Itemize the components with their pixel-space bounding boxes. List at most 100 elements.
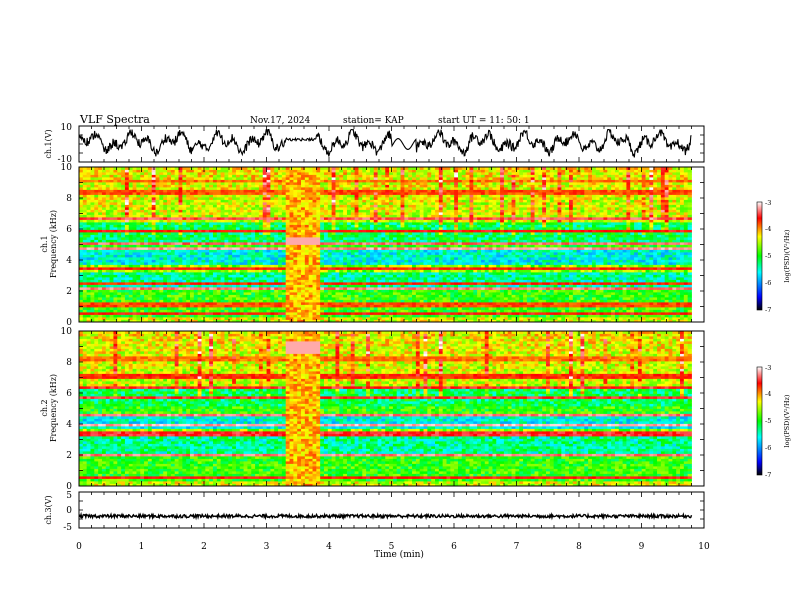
spectrogram-cell bbox=[128, 277, 133, 280]
spectrogram-cell bbox=[170, 232, 176, 235]
spectrogram-cell bbox=[197, 182, 202, 185]
spectrogram-cell bbox=[377, 287, 382, 290]
spectrogram-cell bbox=[301, 169, 306, 173]
spectrogram-cell bbox=[124, 167, 130, 170]
spectrogram-cell bbox=[304, 242, 310, 245]
spectrogram-cell bbox=[144, 184, 149, 188]
spectrogram-cell bbox=[289, 287, 294, 290]
spectrogram-cell bbox=[297, 189, 302, 193]
spectrogram-cell bbox=[212, 304, 218, 308]
spectrogram-cell bbox=[289, 222, 294, 225]
spectrogram-cell bbox=[178, 229, 183, 233]
spectrogram-cell bbox=[228, 319, 233, 323]
spectrogram-cell bbox=[320, 307, 325, 310]
spectrogram-cell bbox=[98, 169, 103, 173]
spectrogram-cell bbox=[369, 252, 375, 255]
spectrogram-cell bbox=[86, 269, 91, 273]
spectrogram-cell bbox=[308, 257, 313, 260]
spectrogram-cell bbox=[90, 202, 95, 205]
spectrogram-cell bbox=[354, 177, 359, 180]
spectrogram-cell bbox=[331, 167, 336, 170]
spectrogram-cell bbox=[140, 172, 145, 175]
spectrogram-cell bbox=[113, 247, 118, 250]
spectrogram-cell bbox=[82, 272, 88, 275]
spectrogram-cell bbox=[109, 264, 114, 268]
spectrogram-cell bbox=[98, 314, 103, 318]
spectrogram-cell bbox=[86, 262, 91, 265]
spectrogram-cell bbox=[228, 174, 233, 178]
spectrogram-cell bbox=[281, 209, 287, 213]
spectrogram-cell bbox=[343, 284, 348, 288]
spectrogram-cell bbox=[308, 249, 313, 253]
spectrogram-cell bbox=[136, 204, 141, 208]
spectrogram-cell bbox=[216, 227, 222, 230]
spectrogram-cell bbox=[304, 187, 310, 190]
spectrogram-cell bbox=[220, 199, 225, 203]
spectrogram-cell bbox=[147, 182, 153, 185]
spectrogram-cell bbox=[86, 187, 91, 190]
spectrogram-cell bbox=[216, 189, 222, 193]
spectrogram-cell bbox=[262, 282, 267, 285]
spectrogram-cell bbox=[212, 187, 218, 190]
spectrogram-cell bbox=[147, 282, 153, 285]
spectrogram-cell bbox=[297, 244, 302, 248]
spectrogram-cell bbox=[301, 304, 306, 308]
spectrogram-cell bbox=[373, 272, 378, 275]
spectrogram-cell bbox=[90, 254, 95, 258]
spectrogram-cell bbox=[193, 254, 199, 258]
spectrogram-cell bbox=[274, 254, 279, 258]
spectrogram-cell bbox=[239, 197, 245, 200]
spectrogram-cell bbox=[324, 307, 329, 310]
spectrogram-cell bbox=[170, 307, 176, 310]
spectrogram-cell bbox=[98, 257, 103, 260]
spectrogram-cell bbox=[270, 282, 275, 285]
spectrogram-cell bbox=[113, 197, 118, 200]
spectrogram-cell bbox=[86, 274, 91, 278]
spectrogram-cell bbox=[366, 317, 371, 320]
spectrogram-cell bbox=[212, 299, 218, 303]
spectrogram-cell bbox=[193, 239, 199, 243]
spectrogram-cell bbox=[132, 314, 137, 318]
spectrogram-cell bbox=[289, 302, 294, 305]
spectrogram-cell bbox=[331, 209, 336, 213]
spectrogram-cell bbox=[124, 284, 130, 288]
spectrogram-cell bbox=[293, 277, 298, 280]
spectrogram-cell bbox=[366, 247, 371, 250]
spectrogram-cell bbox=[239, 199, 245, 203]
spectrogram-cell bbox=[151, 244, 156, 248]
spectrogram-cell bbox=[358, 247, 363, 250]
spectrogram-cell bbox=[331, 182, 336, 185]
spectrogram-cell bbox=[350, 252, 356, 255]
spectrogram-cell bbox=[285, 204, 290, 208]
spectrogram-cell bbox=[262, 182, 267, 185]
spectrogram-cell bbox=[327, 194, 333, 198]
spectrogram-cell bbox=[232, 219, 237, 223]
spectrogram-cell bbox=[304, 314, 310, 318]
spectrogram-cell bbox=[167, 177, 172, 180]
spectrogram-cell bbox=[147, 272, 153, 275]
spectrogram-cell bbox=[113, 182, 118, 185]
spectrogram-cell bbox=[262, 214, 267, 218]
spectrogram-cell bbox=[350, 274, 356, 278]
spectrogram-cell bbox=[94, 262, 99, 265]
spectrogram-cell bbox=[197, 259, 202, 263]
spectrogram-cell bbox=[128, 207, 133, 210]
spectrogram-cell bbox=[128, 274, 133, 278]
spectrogram-cell bbox=[193, 232, 199, 235]
spectrogram-cell bbox=[182, 272, 187, 275]
spectrogram-cell bbox=[324, 242, 329, 245]
spectrogram-cell bbox=[270, 229, 275, 233]
spectrogram-cell bbox=[94, 282, 99, 285]
spectrogram-cell bbox=[293, 309, 298, 313]
spectrogram-cell bbox=[358, 289, 363, 293]
spectrogram-cell bbox=[270, 247, 275, 250]
spectrogram-cell bbox=[258, 287, 264, 290]
spectrogram-cell bbox=[354, 269, 359, 273]
spectrogram-cell bbox=[174, 269, 179, 273]
spectrogram-cell bbox=[266, 192, 271, 195]
spectrogram-cell bbox=[339, 277, 344, 280]
spectrogram-cell bbox=[121, 247, 126, 250]
spectrogram-cell bbox=[243, 309, 248, 313]
spectrogram-cell bbox=[243, 232, 248, 235]
